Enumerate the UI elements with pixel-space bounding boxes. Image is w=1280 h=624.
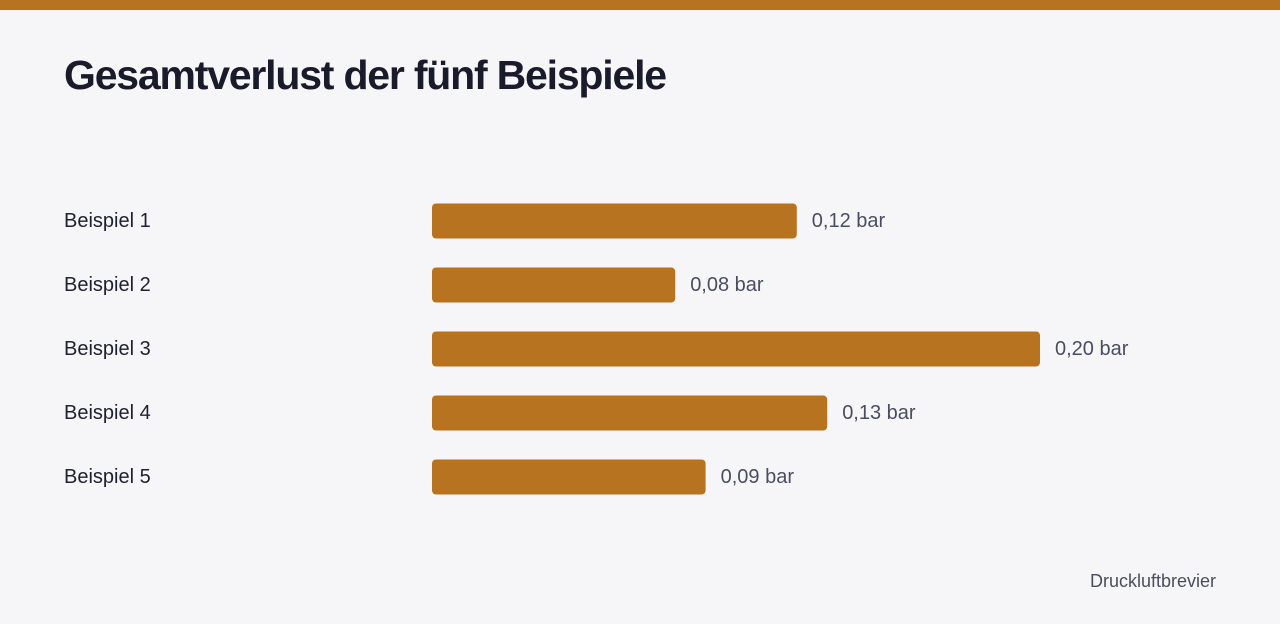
bar bbox=[432, 203, 797, 239]
top-accent-stripe bbox=[0, 0, 1280, 10]
source-credit: Druckluftbrevier bbox=[1089, 571, 1216, 591]
value-label: 0,13 bar bbox=[842, 402, 916, 424]
bar bbox=[432, 331, 1040, 367]
value-label: 0,20 bar bbox=[1055, 338, 1129, 360]
category-label: Beispiel 5 bbox=[64, 466, 151, 488]
value-label: 0,08 bar bbox=[690, 274, 764, 296]
bar bbox=[432, 459, 706, 495]
category-label: Beispiel 1 bbox=[64, 210, 151, 232]
category-label: Beispiel 2 bbox=[64, 274, 151, 296]
category-label: Beispiel 3 bbox=[64, 338, 151, 360]
category-label: Beispiel 4 bbox=[64, 402, 151, 424]
bar bbox=[432, 267, 676, 303]
value-label: 0,12 bar bbox=[812, 210, 886, 232]
chart-title: Gesamtverlust der fünf Beispiele bbox=[64, 52, 667, 98]
value-label: 0,09 bar bbox=[721, 466, 795, 488]
bar bbox=[432, 395, 828, 431]
